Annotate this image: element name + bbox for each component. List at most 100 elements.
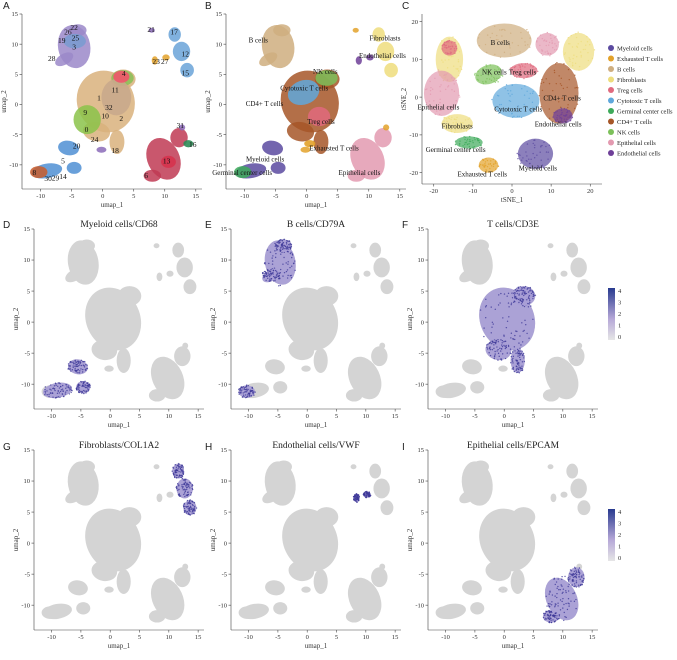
tsne-point [522, 71, 524, 73]
tsne-point [517, 69, 520, 71]
expression-point [270, 268, 272, 271]
expression-point [275, 252, 277, 255]
y-tick-label: 0 [219, 102, 222, 109]
tsne-point [548, 144, 551, 146]
tsne-point [570, 115, 572, 117]
colorbar-tick-label: 3 [618, 521, 621, 528]
tsne-point [449, 52, 452, 55]
legend-swatch [608, 87, 614, 93]
background-cells [380, 279, 394, 295]
cell-type-label: Treg cells [307, 118, 335, 126]
expression-point [528, 294, 531, 297]
background-cells [174, 567, 191, 588]
expression-point [512, 301, 515, 303]
expression-point [280, 249, 282, 251]
expression-point [552, 615, 554, 618]
tsne-point [545, 44, 547, 47]
tsne-point [576, 55, 578, 58]
expression-point [287, 263, 289, 265]
tsne-point [518, 153, 520, 156]
expression-point [356, 501, 358, 503]
expression-point [497, 348, 499, 351]
legend-swatch [608, 108, 614, 114]
expression-point [547, 602, 550, 605]
expression-point [486, 348, 489, 350]
tsne-point [511, 116, 514, 118]
tsne-cluster-blob [492, 83, 540, 118]
background-cells [373, 478, 390, 499]
tsne-point [463, 147, 466, 149]
expression-point [581, 575, 583, 577]
expression-point [268, 275, 271, 278]
expression-point [355, 494, 357, 497]
background-cells [566, 463, 579, 479]
x-tick-label: -10 [244, 413, 253, 420]
tsne-point [448, 55, 450, 57]
expression-point [521, 369, 524, 372]
x-tick-label: -20 [429, 188, 438, 195]
tsne-point [524, 41, 526, 43]
expression-point [512, 357, 514, 360]
expression-point [67, 385, 70, 387]
expression-point [289, 247, 292, 249]
y-tick-label: 15 [418, 447, 425, 454]
expression-point [58, 387, 61, 389]
tsne-point [519, 68, 522, 71]
colorbar-tick-label: 2 [618, 311, 621, 318]
background-cells [472, 460, 489, 473]
tsne-point [497, 165, 499, 167]
tsne-point [464, 138, 466, 141]
expression-point [66, 389, 68, 392]
y-tick-label: -10 [218, 602, 227, 609]
tsne-point [569, 116, 571, 119]
tsne-point [520, 31, 522, 34]
tsne-point [574, 74, 576, 76]
tsne-point [519, 51, 521, 53]
expression-point [366, 490, 368, 493]
expression-point [291, 256, 293, 259]
tsne-point [566, 111, 569, 113]
tsne-point [576, 46, 579, 48]
expression-point [506, 295, 508, 297]
expression-point [354, 498, 356, 500]
expression-point [354, 496, 356, 498]
expression-point [562, 597, 564, 600]
tsne-point [491, 32, 493, 35]
tsne-point [527, 75, 529, 77]
expression-point [507, 344, 510, 347]
expression-point [554, 614, 556, 617]
expression-point [516, 360, 518, 362]
expression-point [549, 605, 551, 608]
expression-point [489, 348, 492, 351]
tsne-point [532, 152, 534, 155]
cell-type-label: Fibroblasts [369, 35, 400, 43]
tsne-point [453, 48, 456, 50]
panel-letter: H [205, 442, 212, 453]
expression-point [504, 347, 507, 350]
tsne-point [491, 98, 493, 101]
expression-point [61, 393, 64, 395]
tsne-point [584, 48, 586, 51]
tsne-point [484, 43, 487, 46]
expression-point [86, 367, 89, 370]
tsne-point [495, 162, 497, 165]
background-cells [498, 586, 508, 593]
colorbar [608, 288, 615, 340]
tsne-point [459, 65, 462, 68]
expression-point [500, 292, 502, 295]
y-tick-label: 10 [412, 57, 419, 64]
tsne-point [580, 40, 582, 43]
expression-point [546, 605, 548, 607]
expression-point [525, 324, 527, 326]
expression-point [70, 391, 72, 394]
tsne-point [501, 35, 503, 37]
tsne-point [437, 69, 440, 71]
legend-label: Fibroblasts [617, 77, 646, 84]
tsne-point [455, 68, 457, 70]
cluster-number-label: 11 [111, 86, 118, 95]
expression-point [77, 388, 80, 390]
tsne-point [543, 141, 545, 143]
tsne-point [450, 118, 452, 121]
tsne-point [577, 87, 579, 89]
expression-point [176, 469, 179, 472]
